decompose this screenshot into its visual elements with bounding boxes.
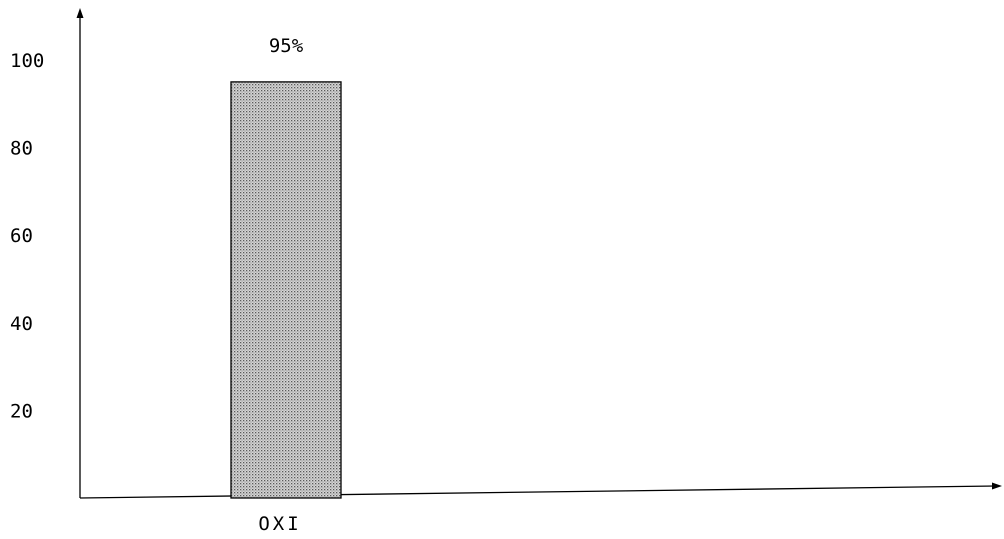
x-axis-arrow-icon [992, 482, 1002, 490]
data-labels: 95% [269, 35, 304, 57]
x-category-label: OXI [258, 513, 301, 535]
y-tick-label: 20 [10, 400, 33, 422]
bar [230, 81, 342, 499]
category-labels: OXI [258, 513, 301, 535]
y-axis-arrow-icon [76, 8, 84, 18]
y-tick-label: 40 [10, 313, 33, 335]
x-axis [79, 485, 997, 499]
y-tick-label: 80 [10, 138, 33, 160]
bar-value-label: 95% [269, 35, 304, 57]
y-tick-label: 60 [10, 225, 33, 247]
y-tick-label: 100 [10, 50, 44, 72]
bars [230, 81, 342, 499]
y-tick-labels: 20 40 60 80 100 [10, 50, 44, 422]
